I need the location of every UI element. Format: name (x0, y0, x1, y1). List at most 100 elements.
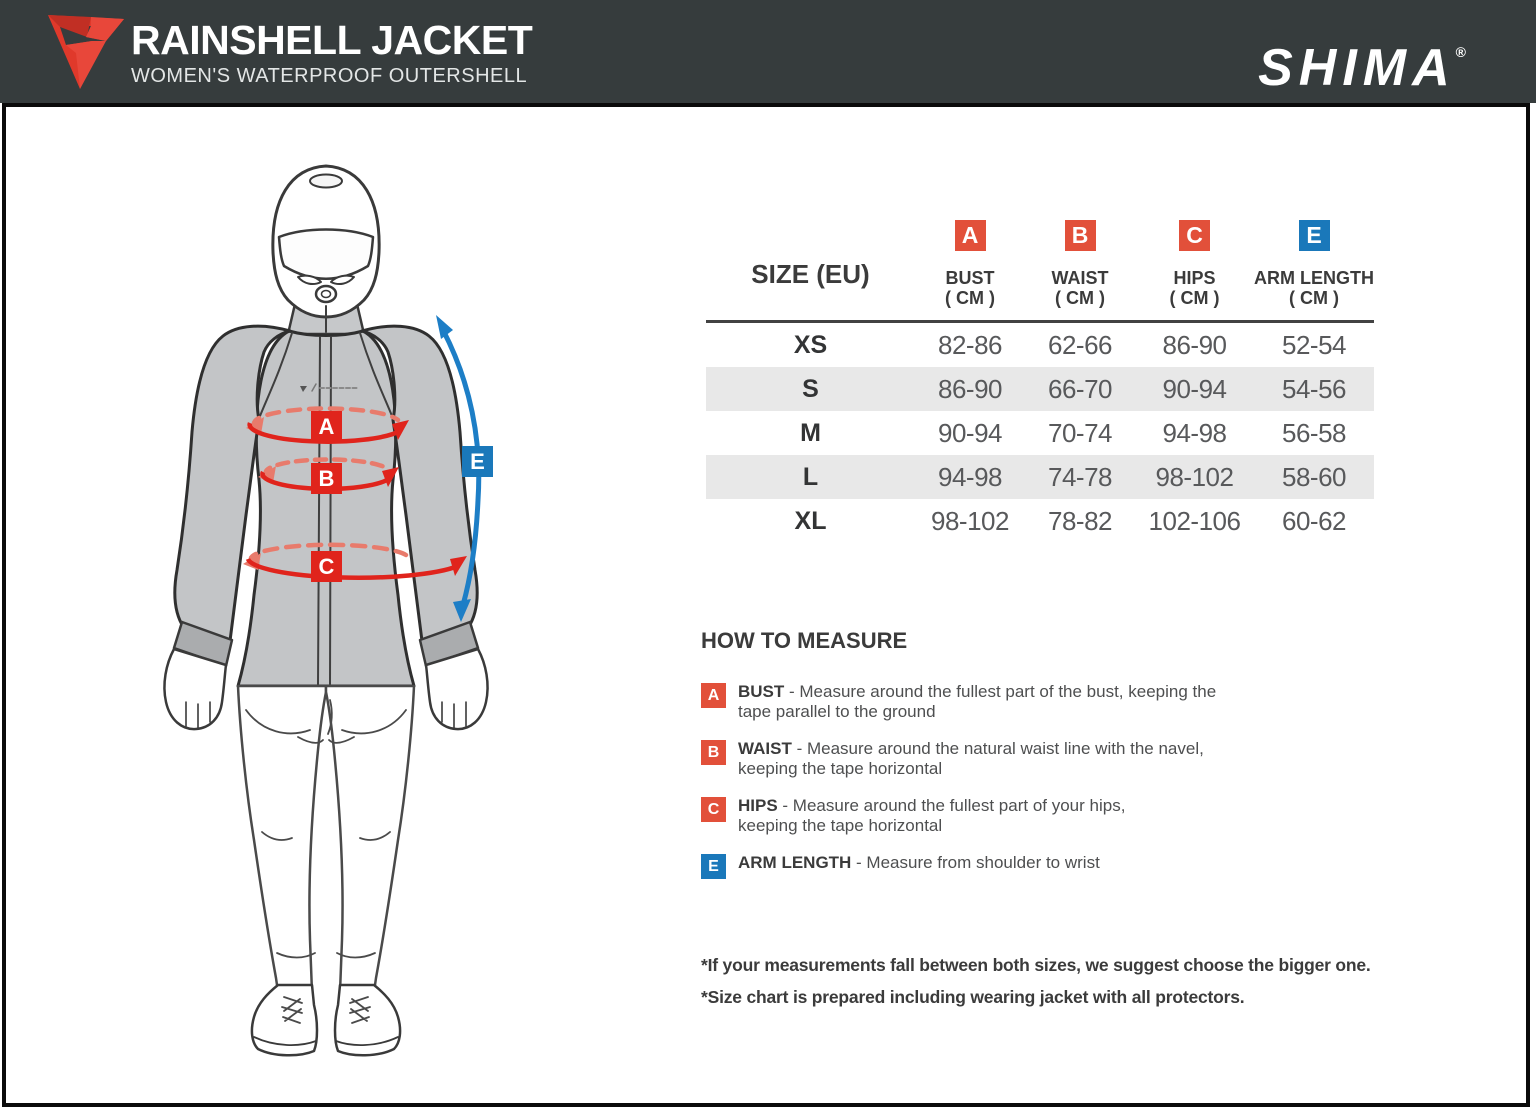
footnote-protectors: *Size chart is prepared including wearin… (701, 987, 1245, 1007)
size-table-header: SIZE (EU) A BUST ( CM ) B WAIST ( CM ) C… (706, 220, 1374, 308)
arm-length-value: 52-54 (1282, 330, 1347, 360)
hands (163, 647, 489, 731)
measure-desc: - Measure around the fullest part of the… (738, 682, 1217, 721)
footnotes: *If your measurements fall between both … (701, 955, 1371, 1019)
table-row-xs: XS 82-86 62-66 86-90 52-54 (706, 323, 1374, 367)
measure-item-text: WAIST - Measure around the natural waist… (738, 739, 1238, 779)
bust-column-label: BUST (945, 268, 995, 288)
title-block: RAINSHELL JACKET WOMEN'S WATERPROOF OUTE… (131, 17, 533, 88)
size-table: SIZE (EU) A BUST ( CM ) B WAIST ( CM ) C… (706, 220, 1374, 543)
hips-column-unit: ( CM ) (1169, 288, 1220, 308)
hips-badge: C (701, 797, 726, 822)
helmet (271, 164, 381, 319)
measure-desc: - Measure around the natural waist line … (738, 739, 1204, 778)
hips-value: 102-106 (1148, 506, 1241, 536)
arm-length-value: 60-62 (1282, 506, 1347, 536)
measure-desc: - Measure from shoulder to wrist (851, 853, 1100, 872)
measure-name: ARM LENGTH (738, 853, 852, 872)
measure-item-hips: C HIPS - Measure around the fullest part… (701, 796, 1261, 836)
page-subtitle: WOMEN'S WATERPROOF OUTERSHELL (131, 65, 528, 87)
measure-item-arm-length: E ARM LENGTH - Measure from shoulder to … (701, 853, 1261, 879)
waist-value: 70-74 (1048, 418, 1113, 448)
measure-item-text: HIPS - Measure around the fullest part o… (738, 796, 1238, 836)
arm-length-arrow (436, 315, 482, 622)
arm-length-value: 54-56 (1282, 374, 1347, 404)
bust-column-header: A BUST ( CM ) (915, 220, 1025, 308)
measure-item-text: BUST - Measure around the fullest part o… (738, 682, 1238, 722)
table-row-l: L 94-98 74-78 98-102 58-60 (706, 455, 1374, 499)
arm-length-badge (462, 446, 493, 477)
page-title: RAINSHELL JACKET (131, 17, 533, 63)
table-row-s: S 86-90 66-70 90-94 54-56 (706, 367, 1374, 411)
hips-value: 90-94 (1162, 374, 1228, 404)
hips-value: 94-98 (1162, 418, 1228, 448)
measure-item-text: ARM LENGTH - Measure from shoulder to wr… (738, 853, 1238, 873)
jeans (236, 684, 416, 994)
bust-value: 94-98 (938, 462, 1003, 492)
measure-desc: - Measure around the fullest part of you… (738, 796, 1126, 835)
bust-value: 98-102 (931, 506, 1009, 536)
hips-badge (311, 551, 342, 582)
waist-value: 66-70 (1048, 374, 1113, 404)
size-label: XL (794, 507, 827, 535)
waist-badge: B (1064, 220, 1096, 251)
arm-length-badge: E (1298, 220, 1330, 251)
size-column-header: SIZE (EU) (751, 259, 870, 289)
header-band: RAINSHELL JACKET WOMEN'S WATERPROOF OUTE… (0, 0, 1536, 103)
waist-column-unit: ( CM ) (1055, 288, 1105, 308)
arm-length-value: 58-60 (1282, 462, 1347, 492)
size-label: S (802, 375, 819, 403)
bust-badge: A (701, 683, 726, 708)
bust-column-unit: ( CM ) (945, 288, 995, 308)
footnote-sizes: *If your measurements fall between both … (701, 955, 1371, 975)
size-label: XS (793, 331, 828, 359)
bust-value: 90-94 (938, 418, 1003, 448)
table-divider (706, 320, 1374, 323)
jacket (173, 324, 479, 688)
bust-measure-line (246, 406, 409, 444)
waist-value: 62-66 (1048, 330, 1113, 360)
jeans-details (245, 699, 407, 959)
hips-value: 98-102 (1155, 462, 1234, 492)
how-to-measure-title: HOW TO MEASURE (701, 628, 908, 653)
figure-illustration: A B C E (163, 164, 493, 1057)
arm-length-badge-label: E (470, 449, 485, 474)
measure-name: HIPS (738, 796, 778, 815)
size-table-body: XS 82-86 62-66 86-90 52-54 S 86-90 66-70… (706, 323, 1374, 543)
registered-mark: ® (1455, 44, 1466, 60)
table-row-xl: XL 98-102 78-82 102-106 60-62 (706, 499, 1374, 543)
hips-value: 86-90 (1162, 330, 1228, 360)
bust-badge-label: A (319, 414, 335, 439)
waist-badge: B (701, 740, 726, 765)
hips-badge: C (1179, 220, 1210, 251)
waist-badge-label: B (319, 466, 335, 491)
arm-length-value: 56-58 (1282, 418, 1347, 448)
how-to-measure-section: HOW TO MEASURE A BUST - Measure around t… (701, 628, 1261, 896)
hips-column-label: HIPS (1173, 268, 1216, 288)
arm-length-column-header: E ARM LENGTH ( CM ) (1254, 220, 1374, 308)
bust-value: 86-90 (938, 374, 1003, 404)
size-label: M (800, 419, 821, 447)
chest-logo (300, 383, 359, 392)
arm-length-column-label: ARM LENGTH (1254, 268, 1374, 288)
measure-name: WAIST (738, 739, 792, 758)
measure-name: BUST (738, 682, 785, 701)
waist-column-label: WAIST (1051, 268, 1109, 288)
arm-length-column-unit: ( CM ) (1289, 288, 1339, 308)
shima-logo-mark-icon (48, 15, 124, 89)
measure-item-waist: B WAIST - Measure around the natural wai… (701, 739, 1261, 779)
bust-value: 82-86 (938, 330, 1003, 360)
table-row-m: M 90-94 70-74 94-98 56-58 (706, 411, 1374, 455)
size-label: L (802, 463, 819, 491)
arm-length-badge: E (701, 854, 726, 879)
hips-badge-label: C (319, 554, 335, 579)
bust-badge: A (954, 220, 986, 251)
measure-item-bust: A BUST - Measure around the fullest part… (701, 682, 1261, 722)
waist-value: 78-82 (1048, 506, 1113, 536)
brand-logo-text: SHIMA (1258, 39, 1456, 97)
hips-column-header: C HIPS ( CM ) (1135, 220, 1254, 308)
jacket-seams (259, 305, 393, 685)
waist-value: 74-78 (1048, 462, 1113, 492)
waist-badge (311, 463, 342, 494)
